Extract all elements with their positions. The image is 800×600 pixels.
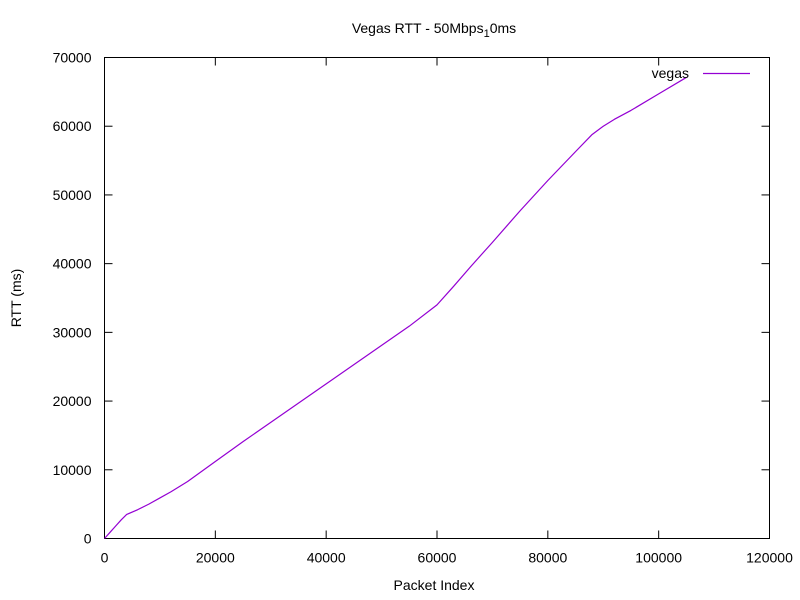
plot-area-border [104,57,770,539]
legend: vegas [652,65,750,81]
y-tick-label-2: 20000 [53,393,92,409]
chart-title: Vegas RTT - 50Mbps10ms [352,20,516,40]
series-layer [104,76,687,539]
y-axis-label: RTT (ms) [8,269,24,328]
x-tick-label-3: 60000 [418,550,457,566]
chart-title-main: Vegas RTT - 50Mbps [352,20,484,36]
series-line-vegas [104,76,687,539]
y-tick-label-7: 70000 [53,50,92,66]
y-tick-label-0: 0 [84,531,92,547]
y-tick-label-1: 10000 [53,462,92,478]
chart-title-tail: 0ms [490,20,516,36]
x-tick-label-5: 100000 [635,550,682,566]
chart-title-subscript: 1 [484,28,490,40]
x-axis: 0 20000 40000 60000 80000 100000 120000 [101,57,793,566]
x-tick-label-4: 80000 [528,550,567,566]
legend-label-vegas: vegas [652,65,689,81]
x-tick-label-2: 40000 [307,550,346,566]
y-tick-label-4: 40000 [53,256,92,272]
x-axis-label: Packet Index [394,577,475,593]
x-tick-label-6: 120000 [746,550,793,566]
y-axis: 0 10000 20000 30000 40000 50000 60000 70000 [53,50,770,547]
x-tick-label-0: 0 [101,550,109,566]
x-tick-label-1: 20000 [196,550,235,566]
y-tick-label-5: 50000 [53,187,92,203]
y-tick-label-3: 30000 [53,324,92,340]
y-tick-label-6: 60000 [53,118,92,134]
